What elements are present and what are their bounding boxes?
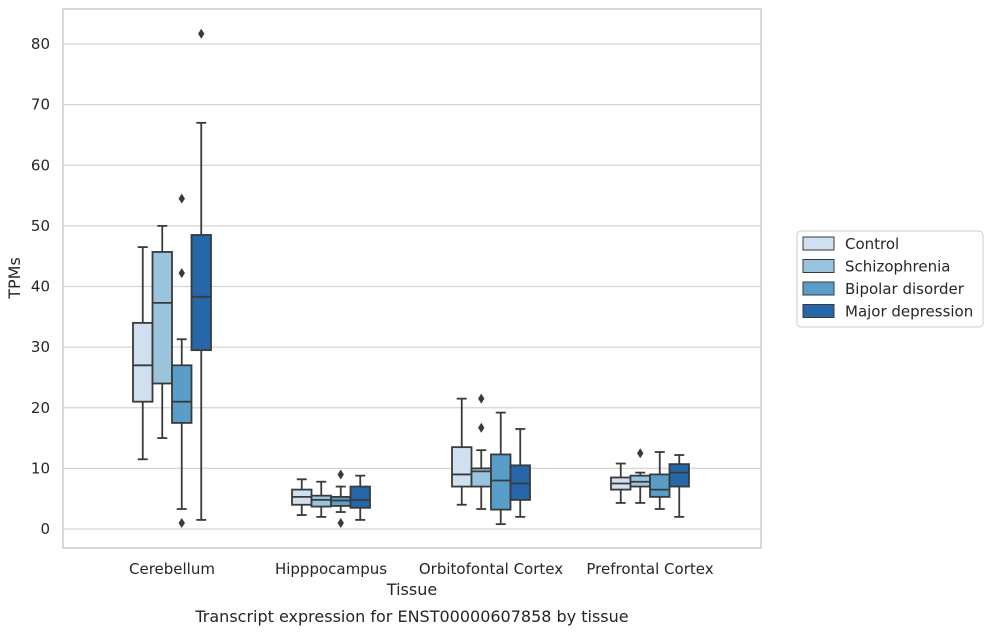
box-iqr (171, 364, 193, 424)
y-axis-title: TPMs (5, 257, 24, 300)
legend-label: Major depression (845, 303, 973, 321)
legend-label: Schizophrenia (845, 258, 950, 276)
chart-caption: Transcript expression for ENST0000060785… (194, 607, 628, 626)
y-tick-label: 70 (31, 96, 50, 114)
box-major-depression (349, 474, 371, 521)
legend-swatch (802, 281, 835, 296)
y-tick-label: 30 (31, 338, 50, 356)
box-schizophrenia (151, 224, 173, 439)
y-tick-labels: 0 10 20 30 40 50 60 70 80 (31, 35, 50, 538)
box-iqr (151, 251, 173, 385)
outlier-point (198, 28, 205, 39)
box-iqr (490, 453, 512, 511)
box-iqr (668, 463, 690, 488)
outlier-point (478, 422, 485, 433)
box-iqr (310, 494, 332, 508)
box-iqr (190, 234, 212, 352)
box-bipolar-disorder (171, 193, 193, 528)
box-schizophrenia (629, 448, 651, 504)
legend-swatch (802, 259, 835, 273)
legend-swatch (802, 236, 835, 251)
legend-label: Control (845, 235, 899, 253)
legend: Control Schizophrenia Bipolar disorder Majo… (796, 230, 984, 328)
x-tick-label: Prefrontal Cortex (586, 560, 713, 578)
outlier-point (178, 193, 185, 204)
box-series (132, 28, 690, 528)
box-iqr (509, 464, 531, 501)
box-iqr (330, 495, 352, 507)
outlier-point (337, 469, 344, 480)
box-iqr (649, 473, 671, 498)
legend-label: Bipolar disorder (845, 280, 965, 298)
box-major-depression (668, 454, 690, 518)
x-tick-label: Orbitofontal Cortex (419, 560, 563, 578)
x-tick-label: Cerebellum (129, 560, 215, 578)
y-tick-label: 10 (31, 459, 50, 477)
box-bipolar-disorder (490, 411, 512, 526)
outlier-point (637, 448, 644, 459)
y-tick-label: 0 (40, 520, 50, 538)
x-tick-label: Hipppocampus (275, 560, 387, 578)
outlier-point (337, 517, 344, 528)
x-axis-title: Tissue (386, 580, 437, 599)
box-major-depression (190, 28, 212, 521)
y-tick-label: 20 (31, 399, 50, 417)
outlier-point (478, 393, 485, 404)
box-control (451, 397, 473, 506)
box-iqr (349, 485, 371, 509)
legend-frame (796, 230, 984, 328)
y-tick-label: 60 (31, 156, 50, 174)
box-iqr (451, 446, 473, 488)
y-tick-label: 80 (31, 35, 50, 53)
outlier-point (178, 517, 185, 528)
outlier-point (178, 268, 185, 279)
box-bipolar-disorder (649, 451, 671, 510)
x-tick-labels: Cerebellum Hipppocampus Orbitofontal Corte… (129, 560, 714, 578)
plot-frame (62, 8, 762, 549)
box-major-depression (509, 428, 531, 518)
legend-swatch (802, 304, 835, 318)
y-tick-label: 50 (31, 217, 50, 235)
y-tick-label: 40 (31, 278, 50, 296)
box-iqr (132, 321, 154, 403)
